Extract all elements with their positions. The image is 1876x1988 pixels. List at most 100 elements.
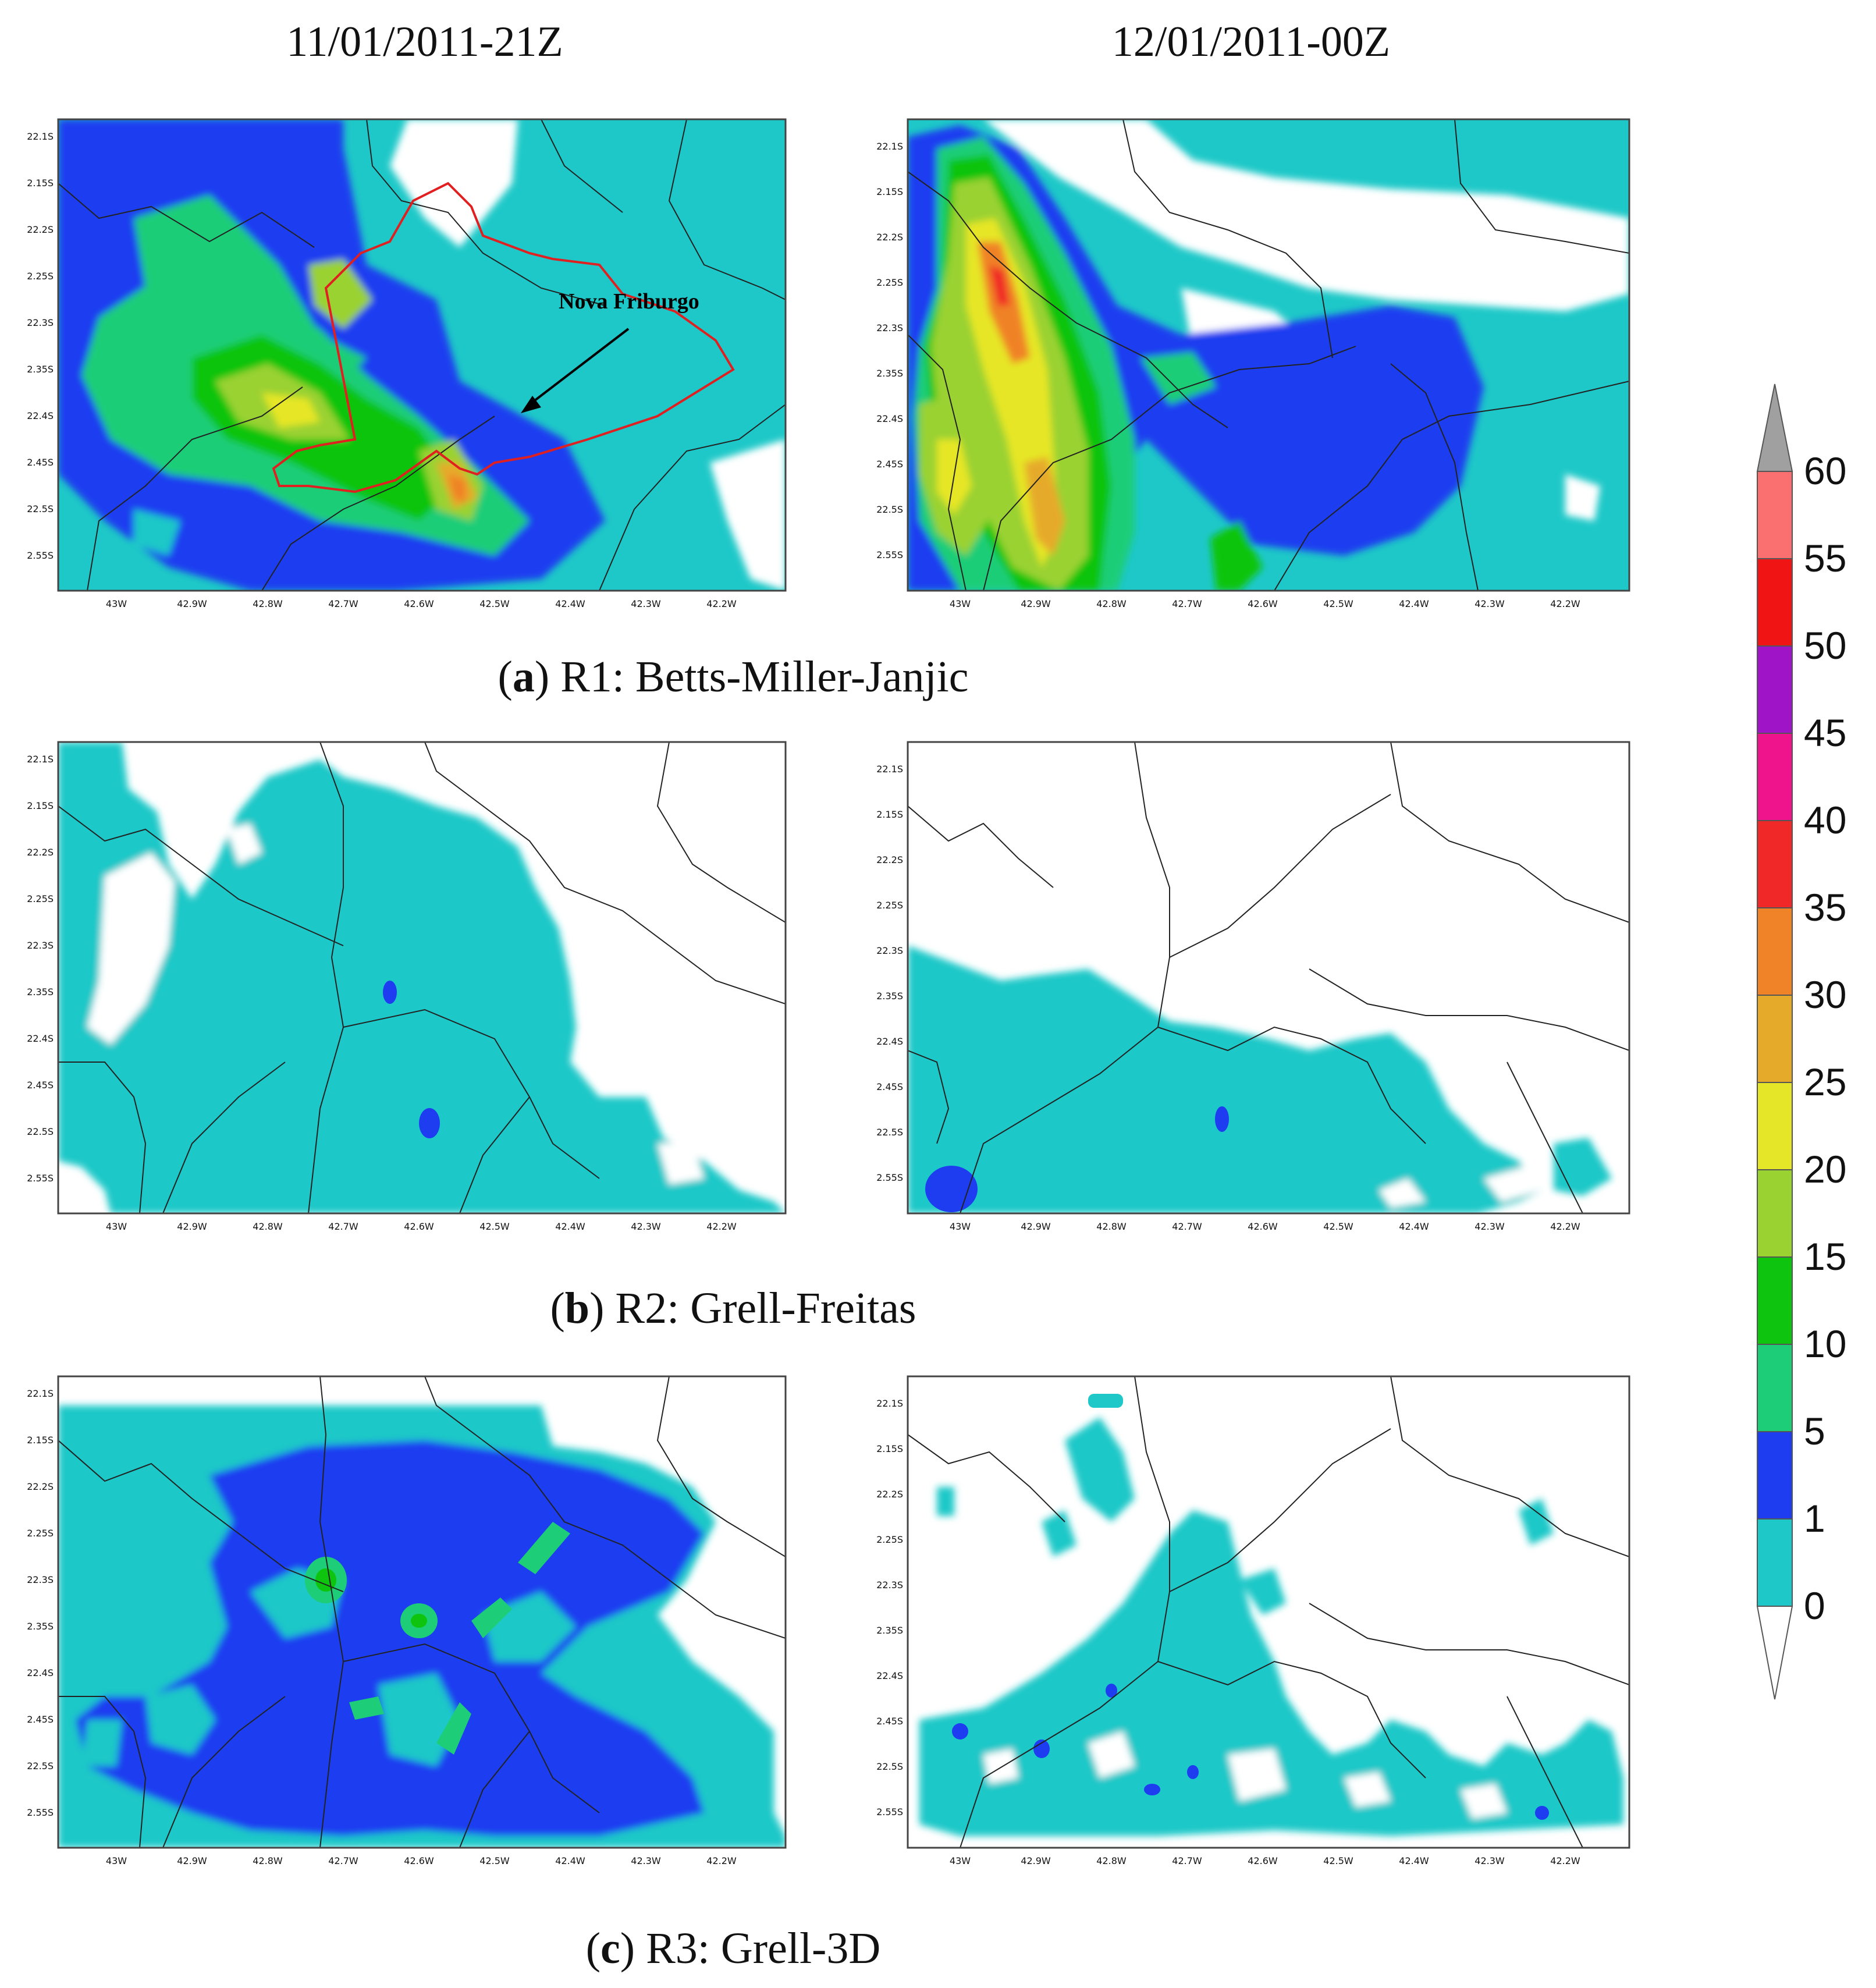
svg-text:42.8W: 42.8W xyxy=(253,1221,283,1232)
colorbar-tick-label: 0 xyxy=(1804,1584,1825,1627)
svg-text:22.4S: 22.4S xyxy=(876,413,903,424)
colorbar-tick-label: 55 xyxy=(1804,537,1846,580)
svg-text:42.2W: 42.2W xyxy=(1550,598,1580,609)
svg-text:22.5S: 22.5S xyxy=(27,1126,54,1137)
map-panel-b-left: 22.1S 2.15S 22.2S 2.25S 22.3S 2.35S 22.4… xyxy=(17,736,791,1237)
svg-text:22.4S: 22.4S xyxy=(27,1033,54,1044)
colorbar-bin xyxy=(1757,1518,1793,1607)
colorbar-tick-label: 25 xyxy=(1804,1060,1846,1103)
svg-text:43W: 43W xyxy=(950,1855,971,1866)
svg-text:42.7W: 42.7W xyxy=(328,1855,358,1866)
svg-text:2.45S: 2.45S xyxy=(876,1081,903,1092)
svg-text:2.45S: 2.45S xyxy=(876,1716,903,1727)
svg-text:42.8W: 42.8W xyxy=(253,598,283,609)
lon-tick-labels: 43W 42.9W 42.8W 42.7W 42.6W 42.5W 42.4W … xyxy=(950,1221,1580,1232)
svg-text:42.4W: 42.4W xyxy=(555,1221,585,1232)
map-panel-c-left: 22.1S 2.15S 22.2S 2.25S 22.3S 2.35S 22.4… xyxy=(17,1371,791,1871)
svg-text:2.15S: 2.15S xyxy=(27,1435,54,1446)
svg-text:22.5S: 22.5S xyxy=(27,1760,54,1772)
svg-text:2.25S: 2.25S xyxy=(876,1534,903,1545)
svg-text:22.1S: 22.1S xyxy=(27,754,54,765)
svg-text:2.55S: 2.55S xyxy=(27,1807,54,1818)
map-panel-b-right: 22.1S 2.15S 22.2S 2.25S 22.3S 2.35S 22.4… xyxy=(867,736,1635,1237)
svg-text:22.3S: 22.3S xyxy=(876,1579,903,1591)
column-header-1: 11/01/2011-21Z xyxy=(286,18,563,66)
svg-text:43W: 43W xyxy=(106,1221,127,1232)
svg-text:22.1S: 22.1S xyxy=(876,1398,903,1409)
svg-text:22.4S: 22.4S xyxy=(27,410,54,421)
svg-text:42.5W: 42.5W xyxy=(1323,1221,1353,1232)
nova-friburgo-annotation: Nova Friburgo xyxy=(559,289,699,314)
svg-text:42.7W: 42.7W xyxy=(1172,1221,1202,1232)
lat-tick-labels: 22.1S 2.15S 22.2S 2.25S 22.3S 2.35S 22.4… xyxy=(876,1398,903,1817)
svg-text:42.5W: 42.5W xyxy=(479,1221,510,1232)
svg-text:2.25S: 2.25S xyxy=(27,271,54,282)
svg-text:2.55S: 2.55S xyxy=(27,550,54,561)
row-letter-b: b xyxy=(564,1284,590,1333)
svg-text:42.3W: 42.3W xyxy=(1474,1221,1505,1232)
svg-text:43W: 43W xyxy=(950,598,971,609)
colorbar-bin xyxy=(1757,995,1793,1083)
svg-text:22.3S: 22.3S xyxy=(27,317,54,328)
svg-text:42.5W: 42.5W xyxy=(1323,598,1353,609)
svg-text:43W: 43W xyxy=(106,1855,127,1866)
svg-text:2.45S: 2.45S xyxy=(27,457,54,468)
colorbar-tick-label: 45 xyxy=(1804,711,1846,754)
colorbar-bin xyxy=(1757,1344,1793,1432)
svg-text:2.15S: 2.15S xyxy=(27,800,54,811)
row-label-a: R1: Betts-Miller-Janjic xyxy=(560,652,969,701)
svg-text:42.9W: 42.9W xyxy=(177,1855,207,1866)
svg-text:42.9W: 42.9W xyxy=(1021,1855,1051,1866)
svg-text:22.1S: 22.1S xyxy=(27,1388,54,1399)
svg-text:2.15S: 2.15S xyxy=(876,186,903,197)
svg-text:42.9W: 42.9W xyxy=(177,1221,207,1232)
svg-text:22.5S: 22.5S xyxy=(876,1761,903,1772)
svg-text:42.4W: 42.4W xyxy=(1399,598,1429,609)
svg-text:42.2W: 42.2W xyxy=(706,598,737,609)
lat-tick-labels: 22.1S 2.15S 22.2S 2.25S 22.3S 2.35S 22.4… xyxy=(27,754,54,1184)
svg-text:42.9W: 42.9W xyxy=(177,598,207,609)
colorbar-over-triangle xyxy=(1756,384,1793,472)
svg-text:42.4W: 42.4W xyxy=(1399,1855,1429,1866)
svg-text:2.45S: 2.45S xyxy=(27,1080,54,1091)
map-panel-a-right: 22.1S 2.15S 22.2S 2.25S 22.3S 2.35S 22.4… xyxy=(867,113,1635,614)
svg-text:42.7W: 42.7W xyxy=(1172,1855,1202,1866)
svg-text:22.5S: 22.5S xyxy=(27,503,54,514)
svg-text:22.1S: 22.1S xyxy=(27,131,54,142)
svg-text:2.55S: 2.55S xyxy=(876,1172,903,1183)
colorbar-bin xyxy=(1757,471,1793,559)
svg-text:22.1S: 22.1S xyxy=(876,141,903,152)
svg-text:42.7W: 42.7W xyxy=(328,598,358,609)
colorbar-bin xyxy=(1757,820,1793,908)
svg-text:42.6W: 42.6W xyxy=(404,598,434,609)
lon-tick-labels: 43W 42.9W 42.8W 42.7W 42.6W 42.5W 42.4W … xyxy=(106,1855,737,1866)
svg-text:2.55S: 2.55S xyxy=(876,1806,903,1817)
colorbar-tick-label: 10 xyxy=(1804,1322,1846,1365)
svg-text:2.25S: 2.25S xyxy=(27,1528,54,1539)
svg-text:42.4W: 42.4W xyxy=(555,598,585,609)
svg-text:42.8W: 42.8W xyxy=(1096,1221,1127,1232)
svg-text:42.2W: 42.2W xyxy=(706,1855,737,1866)
svg-text:2.25S: 2.25S xyxy=(876,900,903,911)
colorbar-bin xyxy=(1757,558,1793,647)
svg-text:2.35S: 2.35S xyxy=(27,986,54,997)
svg-text:2.15S: 2.15S xyxy=(27,178,54,189)
svg-text:22.3S: 22.3S xyxy=(876,322,903,333)
svg-text:42.4W: 42.4W xyxy=(555,1855,585,1866)
svg-text:2.35S: 2.35S xyxy=(876,368,903,379)
svg-text:22.2S: 22.2S xyxy=(27,224,54,235)
colorbar-bin xyxy=(1757,1169,1793,1258)
row-caption-a: (a) R1: Betts-Miller-Janjic xyxy=(498,652,969,701)
map-panel-a-left: Nova Friburgo 22.1S 2.15S 22.2S 2.25S 22… xyxy=(17,113,791,614)
colorbar-tick-label: 20 xyxy=(1804,1148,1846,1191)
svg-text:22.2S: 22.2S xyxy=(27,1481,54,1492)
svg-text:22.4S: 22.4S xyxy=(876,1036,903,1047)
colorbar-tick-label: 30 xyxy=(1804,973,1846,1016)
svg-text:43W: 43W xyxy=(106,598,127,609)
svg-text:22.1S: 22.1S xyxy=(876,764,903,775)
svg-text:22.2S: 22.2S xyxy=(876,232,903,243)
row-letter-c: c xyxy=(601,1924,620,1973)
svg-text:42.7W: 42.7W xyxy=(1172,598,1202,609)
lon-tick-labels: 43W 42.9W 42.8W 42.7W 42.6W 42.5W 42.4W … xyxy=(106,1221,737,1232)
